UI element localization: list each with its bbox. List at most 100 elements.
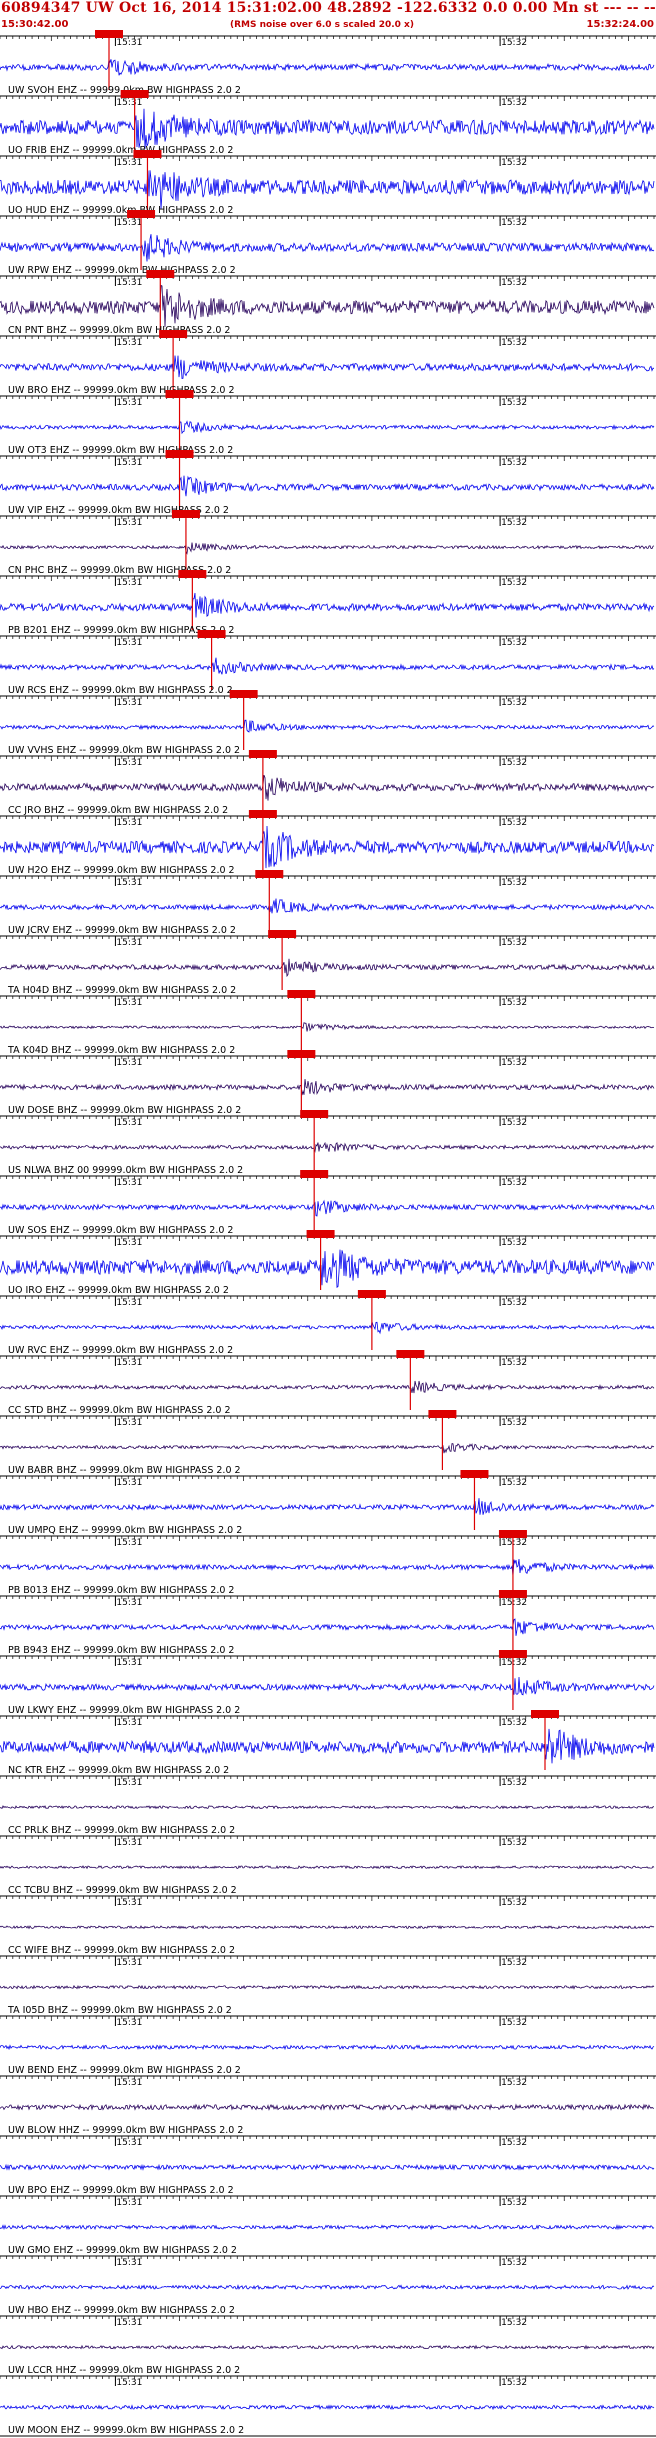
minute-tick-label: 15:31 bbox=[116, 2318, 142, 2328]
minute-tick-label: 15:32 bbox=[501, 1718, 527, 1728]
channel-label: CC JRO BHZ -- 99999.0km BW HIGHPASS 2.0 … bbox=[8, 805, 228, 816]
minute-tick-label: 15:31 bbox=[116, 98, 142, 108]
minute-tick-label: 15:32 bbox=[501, 1358, 527, 1368]
end-time: 15:32:24.00 bbox=[586, 19, 654, 30]
waveform-trace bbox=[0, 1558, 655, 1577]
waveform-trace bbox=[0, 1498, 655, 1515]
minute-tick-label: 15:32 bbox=[501, 1898, 527, 1908]
pick-marker bbox=[165, 450, 194, 458]
channel-label: UW BEND EHZ -- 99999.0km BW HIGHPASS 2.0… bbox=[8, 2065, 241, 2076]
channel-label: UW DOSE BHZ -- 99999.0km BW HIGHPASS 2.0… bbox=[8, 1105, 241, 1116]
minute-tick-label: 15:32 bbox=[501, 158, 527, 168]
channel-row: 15:31 15:32 UW OT3 EHZ -- 99999.0km BW HIG… bbox=[0, 390, 656, 456]
minute-tick-label: 15:31 bbox=[116, 1238, 142, 1248]
start-time: 15:30:42.00 bbox=[1, 19, 69, 30]
minute-tick-label: 15:32 bbox=[501, 1838, 527, 1848]
minute-tick-label: 15:31 bbox=[116, 638, 142, 648]
channel-row: 15:31 15:32 CC STD BHZ -- 99999.0km BW HIG… bbox=[0, 1350, 656, 1416]
minute-tick-label: 15:32 bbox=[501, 2258, 527, 2268]
minute-tick-label: 15:32 bbox=[501, 698, 527, 708]
pick-marker bbox=[498, 1650, 527, 1658]
minute-tick-label: 15:32 bbox=[501, 2078, 527, 2088]
waveform-trace bbox=[0, 108, 655, 149]
pick-marker bbox=[300, 1170, 329, 1178]
channel-row: 15:31 15:32 UW RVC EHZ -- 99999.0km BW HIG… bbox=[0, 1290, 656, 1356]
minute-tick-label: 15:31 bbox=[116, 1718, 142, 1728]
pick-marker bbox=[127, 210, 156, 218]
waveform-trace bbox=[0, 657, 655, 675]
minute-tick-label: 15:31 bbox=[116, 1058, 142, 1068]
minute-tick-label: 15:31 bbox=[116, 2018, 142, 2028]
channel-row: 15:31 15:32 UW H2O EHZ -- 99999.0km BW HIG… bbox=[0, 810, 656, 876]
pick-marker bbox=[531, 1710, 559, 1718]
waveform-trace bbox=[0, 1618, 655, 1636]
channel-label: UW HBO EHZ -- 99999.0km BW HIGHPASS 2.0 … bbox=[8, 2305, 235, 2316]
minute-tick-label: 15:31 bbox=[116, 518, 142, 528]
minute-tick-label: 15:32 bbox=[501, 1418, 527, 1428]
pick-marker bbox=[357, 1290, 386, 1298]
event-title: 60894347 UW Oct 16, 2014 15:31:02.00 48.… bbox=[1, 0, 656, 16]
channel-label: UW JCRV EHZ -- 99999.0km BW HIGHPASS 2.0… bbox=[8, 925, 236, 936]
noise-note: (RMS noise over 6.0 s scaled 20.0 x) bbox=[230, 20, 414, 30]
pick-marker bbox=[120, 90, 149, 98]
minute-tick-label: 15:31 bbox=[116, 938, 142, 948]
minute-tick-label: 15:32 bbox=[501, 518, 527, 528]
minute-tick-label: 15:31 bbox=[116, 338, 142, 348]
minute-tick-label: 15:32 bbox=[501, 1238, 527, 1248]
channel-label: US NLWA BHZ 00 99999.0km BW HIGHPASS 2.0… bbox=[8, 1165, 243, 1176]
channel-label: CC WIFE BHZ -- 99999.0km BW HIGHPASS 2.0… bbox=[8, 1945, 235, 1956]
pick-marker bbox=[255, 870, 284, 878]
waveform-trace bbox=[0, 2163, 655, 2171]
minute-tick-label: 15:31 bbox=[116, 878, 142, 888]
channel-label: TA K04D BHZ -- 99999.0km BW HIGHPASS 2.0… bbox=[7, 1045, 235, 1056]
waveform-trace bbox=[0, 2344, 655, 2350]
channel-row: 15:31 15:32 UO FRIB EHZ -- 99999.0km BW HI… bbox=[0, 90, 656, 156]
minute-tick-label: 15:32 bbox=[501, 2198, 527, 2208]
minute-tick-label: 15:32 bbox=[501, 938, 527, 948]
channel-row: 15:31 15:32 UW SOS EHZ -- 99999.0km BW HIG… bbox=[0, 1170, 656, 1236]
channel-row: 15:31 15:32 NC KTR EHZ -- 99999.0km BW HIG… bbox=[0, 1710, 656, 1776]
pick-marker bbox=[197, 630, 226, 638]
minute-tick-label: 15:31 bbox=[116, 458, 142, 468]
waveform-trace bbox=[0, 2224, 655, 2231]
waveform-trace bbox=[0, 234, 655, 262]
channel-label: UW UMPQ EHZ -- 99999.0km BW HIGHPASS 2.0… bbox=[8, 1525, 242, 1536]
channel-label: UW BLOW HHZ -- 99999.0km BW HIGHPASS 2.0… bbox=[8, 2125, 243, 2136]
minute-tick-label: 15:31 bbox=[116, 2198, 142, 2208]
channel-row: 15:31 15:32 UW LCCR HHZ -- 99999.0km BW HI… bbox=[0, 2315, 656, 2376]
minute-tick-label: 15:32 bbox=[501, 1478, 527, 1488]
channel-row: 15:31 15:32 UW RPW EHZ -- 99999.0km BW HIG… bbox=[0, 210, 656, 276]
waveform-trace bbox=[0, 475, 655, 497]
channel-row: 15:31 15:32 UW VIP EHZ -- 99999.0km BW HIG… bbox=[0, 450, 656, 516]
pick-marker bbox=[146, 270, 175, 278]
waveform-trace bbox=[0, 1728, 655, 1764]
waveform-trace bbox=[0, 1676, 655, 1696]
waveform-trace bbox=[0, 1443, 655, 1454]
channel-row: 15:31 15:32 UW LKWY EHZ -- 99999.0km BW HI… bbox=[0, 1650, 656, 1716]
minute-tick-label: 15:32 bbox=[501, 638, 527, 648]
waveform-trace bbox=[0, 1079, 655, 1096]
minute-tick-label: 15:31 bbox=[116, 578, 142, 588]
channel-row: 15:31 15:32 UW JCRV EHZ -- 99999.0km BW HI… bbox=[0, 870, 656, 936]
pick-marker bbox=[171, 510, 200, 518]
minute-tick-label: 15:32 bbox=[501, 1958, 527, 1968]
minute-tick-label: 15:32 bbox=[501, 878, 527, 888]
minute-tick-label: 15:32 bbox=[501, 458, 527, 468]
channel-row: 15:31 15:32 UW VVHS EHZ -- 99999.0km BW HI… bbox=[0, 690, 656, 756]
channel-row: 15:31 15:32 CC WIFE BHZ -- 99999.0km BW HI… bbox=[0, 1895, 656, 1956]
waveform-trace bbox=[0, 1321, 655, 1335]
channel-row: 15:31 15:32 UW GMO EHZ -- 99999.0km BW HIG… bbox=[0, 2195, 656, 2256]
minute-tick-label: 15:31 bbox=[116, 38, 142, 48]
pick-marker bbox=[159, 330, 188, 338]
channel-row: 15:31 15:32 PB B013 EHZ -- 99999.0km BW HI… bbox=[0, 1530, 656, 1596]
minute-tick-label: 15:31 bbox=[116, 278, 142, 288]
plot-header: 60894347 UW Oct 16, 2014 15:31:02.00 48.… bbox=[0, 0, 656, 36]
minute-tick-label: 15:32 bbox=[501, 1298, 527, 1308]
channel-row: 15:31 15:32 UW HBO EHZ -- 99999.0km BW HIG… bbox=[0, 2255, 656, 2316]
minute-tick-label: 15:32 bbox=[501, 278, 527, 288]
pick-marker bbox=[287, 1050, 316, 1058]
channel-row: 15:31 15:32 UW DOSE BHZ -- 99999.0km BW HI… bbox=[0, 1050, 656, 1116]
waveform-trace bbox=[0, 1380, 655, 1394]
channel-row: 15:31 15:32 UW BLOW HHZ -- 99999.0km BW HI… bbox=[0, 2075, 656, 2136]
